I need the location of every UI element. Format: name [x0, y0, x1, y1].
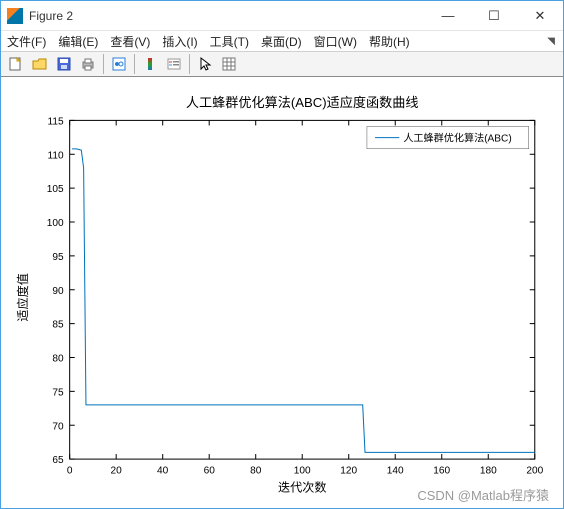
- chart-title: 人工蜂群优化算法(ABC)适应度函数曲线: [186, 96, 419, 111]
- menu-file[interactable]: 文件(F): [7, 33, 46, 50]
- legend: 人工蜂群优化算法(ABC): [367, 127, 529, 149]
- window-title: Figure 2: [29, 9, 425, 23]
- svg-text:20: 20: [111, 466, 123, 477]
- svg-text:65: 65: [52, 456, 64, 467]
- svg-text:140: 140: [387, 466, 404, 477]
- svg-text:75: 75: [52, 388, 64, 399]
- svg-text:180: 180: [480, 466, 497, 477]
- maximize-button[interactable]: ☐: [471, 1, 517, 31]
- svg-text:80: 80: [52, 354, 64, 365]
- svg-text:60: 60: [204, 466, 216, 477]
- svg-text:0: 0: [67, 466, 73, 477]
- y-axis-label: 适应度值: [15, 274, 30, 323]
- print-button[interactable]: [77, 53, 99, 75]
- save-button[interactable]: [53, 53, 75, 75]
- figure-window: Figure 2 — ☐ ✕ 文件(F) 编辑(E) 查看(V) 插入(I) 工…: [0, 0, 564, 509]
- menu-view[interactable]: 查看(V): [110, 33, 150, 50]
- svg-text:100: 100: [47, 219, 64, 230]
- svg-text:70: 70: [52, 422, 64, 433]
- menu-edit[interactable]: 编辑(E): [58, 33, 98, 50]
- axes: 0 20 40 60 80 100 120 140 160 180 200 65 70 75 80 85 90 9…: [47, 117, 544, 477]
- svg-text:110: 110: [47, 151, 63, 162]
- svg-text:115: 115: [47, 117, 63, 128]
- cursor-button[interactable]: [194, 53, 216, 75]
- svg-text:100: 100: [294, 466, 311, 477]
- menu-window[interactable]: 窗口(W): [314, 33, 357, 50]
- menu-help[interactable]: 帮助(H): [369, 33, 410, 50]
- svg-text:40: 40: [157, 466, 169, 477]
- colorbar-button[interactable]: [139, 53, 161, 75]
- grid-button[interactable]: [218, 53, 240, 75]
- svg-text:85: 85: [52, 320, 64, 331]
- line-series: [72, 149, 535, 452]
- legend-button[interactable]: [163, 53, 185, 75]
- menu-insert[interactable]: 插入(I): [162, 33, 197, 50]
- link-button[interactable]: [108, 53, 130, 75]
- menu-overflow-icon[interactable]: ◥: [547, 36, 555, 47]
- title-bar: Figure 2 — ☐ ✕: [1, 1, 563, 31]
- menu-tools[interactable]: 工具(T): [210, 33, 249, 50]
- svg-text:120: 120: [340, 466, 357, 477]
- x-axis-label: 迭代次数: [278, 480, 327, 495]
- window-buttons: — ☐ ✕: [425, 1, 563, 31]
- new-figure-button[interactable]: [5, 53, 27, 75]
- svg-text:80: 80: [250, 466, 262, 477]
- minimize-button[interactable]: —: [425, 1, 471, 31]
- close-button[interactable]: ✕: [517, 1, 563, 31]
- matlab-logo-icon: [7, 8, 23, 24]
- toolbar-separator: [189, 54, 190, 74]
- svg-text:160: 160: [433, 466, 450, 477]
- svg-text:200: 200: [526, 466, 543, 477]
- svg-text:人工蜂群优化算法(ABC): 人工蜂群优化算法(ABC): [403, 132, 511, 145]
- toolbar-separator: [103, 54, 104, 74]
- open-button[interactable]: [29, 53, 51, 75]
- menu-desktop[interactable]: 桌面(D): [261, 33, 302, 50]
- svg-text:95: 95: [52, 252, 64, 263]
- plot-area: 人工蜂群优化算法(ABC)适应度函数曲线 0 20 40 60 80 100 120 140 1…: [1, 77, 563, 508]
- toolbar-separator: [134, 54, 135, 74]
- chart-svg: 人工蜂群优化算法(ABC)适应度函数曲线 0 20 40 60 80 100 120 140 1…: [9, 85, 555, 500]
- toolbar: [1, 52, 563, 77]
- menu-bar: 文件(F) 编辑(E) 查看(V) 插入(I) 工具(T) 桌面(D) 窗口(W…: [1, 31, 563, 52]
- svg-text:90: 90: [52, 286, 64, 297]
- svg-text:105: 105: [47, 185, 64, 196]
